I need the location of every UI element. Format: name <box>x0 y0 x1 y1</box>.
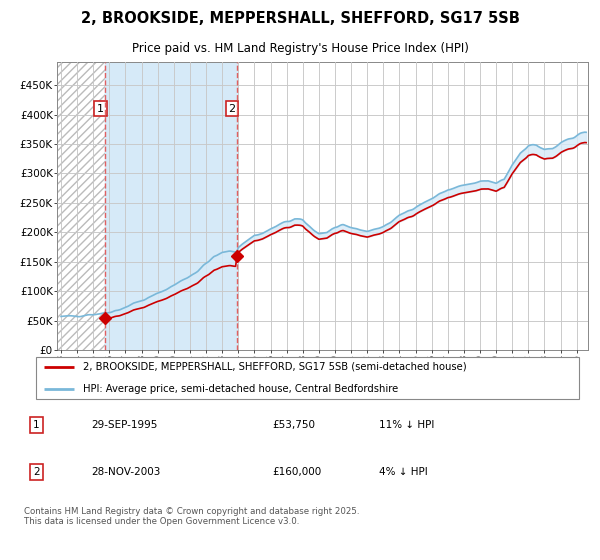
Bar <box>57 62 106 350</box>
Text: 28-NOV-2003: 28-NOV-2003 <box>92 467 161 477</box>
Bar <box>57 62 106 350</box>
Text: 2: 2 <box>229 104 236 114</box>
Text: 2, BROOKSIDE, MEPPERSHALL, SHEFFORD, SG17 5SB (semi-detached house): 2, BROOKSIDE, MEPPERSHALL, SHEFFORD, SG1… <box>83 362 466 372</box>
Text: 2: 2 <box>33 467 40 477</box>
Text: 29-SEP-1995: 29-SEP-1995 <box>92 420 158 430</box>
Text: 1: 1 <box>33 420 40 430</box>
FancyBboxPatch shape <box>36 357 580 399</box>
Text: 11% ↓ HPI: 11% ↓ HPI <box>379 420 434 430</box>
Text: Price paid vs. HM Land Registry's House Price Index (HPI): Price paid vs. HM Land Registry's House … <box>131 42 469 55</box>
Text: £53,750: £53,750 <box>272 420 315 430</box>
Text: 2, BROOKSIDE, MEPPERSHALL, SHEFFORD, SG17 5SB: 2, BROOKSIDE, MEPPERSHALL, SHEFFORD, SG1… <box>80 11 520 26</box>
Text: HPI: Average price, semi-detached house, Central Bedfordshire: HPI: Average price, semi-detached house,… <box>83 384 398 394</box>
Text: £160,000: £160,000 <box>272 467 322 477</box>
Bar <box>106 62 237 350</box>
Text: Contains HM Land Registry data © Crown copyright and database right 2025.
This d: Contains HM Land Registry data © Crown c… <box>24 507 359 526</box>
Text: 1: 1 <box>97 104 104 114</box>
Text: 4% ↓ HPI: 4% ↓ HPI <box>379 467 428 477</box>
